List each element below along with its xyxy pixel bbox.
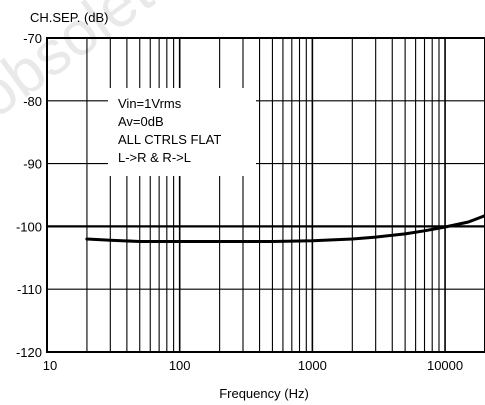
plot-frame bbox=[46, 37, 485, 353]
x-tick-label: 10 bbox=[43, 358, 57, 373]
annotation-line: Vin=1Vrms bbox=[118, 96, 182, 111]
y-tick-label: -70 bbox=[23, 31, 42, 46]
y-tick-label: -80 bbox=[23, 94, 42, 109]
annotation-line: Av=0dB bbox=[118, 114, 164, 129]
x-tick-label: 100 bbox=[169, 358, 191, 373]
grid bbox=[47, 38, 485, 352]
annotation-line: ALL CTRLS FLAT bbox=[118, 132, 221, 147]
y-tick-label: -100 bbox=[16, 219, 42, 234]
annotation-background bbox=[108, 88, 256, 176]
series-line bbox=[85, 214, 485, 243]
annotation-line: L->R & R->L bbox=[118, 150, 191, 165]
x-tick-label: 1000 bbox=[298, 358, 327, 373]
x-axis-title: Frequency (Hz) bbox=[219, 386, 309, 401]
annotation-box: Vin=1Vrms Av=0dB ALL CTRLS FLAT L->R & R->L bbox=[108, 88, 256, 176]
y-tick-label: -90 bbox=[23, 157, 42, 172]
y-axis-title: CH.SEP. (dB) bbox=[30, 10, 109, 25]
x-tick-label: 10000 bbox=[427, 358, 463, 373]
y-tick-label: -120 bbox=[16, 345, 42, 360]
y-tick-label: -110 bbox=[17, 282, 42, 297]
series bbox=[85, 214, 485, 243]
